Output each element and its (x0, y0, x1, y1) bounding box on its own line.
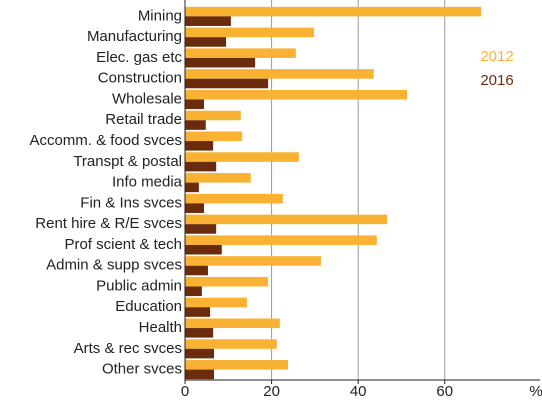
y-tick-label: Manufacturing (87, 28, 182, 45)
bar (185, 256, 321, 266)
y-tick-label: Accomm. & food svces (29, 132, 182, 149)
bar (185, 6, 482, 17)
bar (185, 152, 299, 162)
bar (185, 69, 374, 79)
y-tick-label: Transpt & postal (73, 153, 182, 170)
y-tick-label: Retail trade (105, 111, 182, 128)
bar (185, 369, 215, 380)
x-unit: % (529, 383, 542, 400)
bar (185, 182, 199, 193)
legend-label: 2016 (480, 72, 513, 89)
y-tick-label: Public admin (96, 277, 182, 294)
bar (185, 131, 243, 142)
bar (185, 265, 208, 276)
bar (185, 328, 214, 338)
bar (185, 193, 283, 204)
bar (185, 244, 222, 255)
x-tick-label: 60 (436, 383, 453, 400)
y-tick-label: Construction (98, 70, 182, 87)
y-tick-label: Other svces (102, 361, 182, 378)
x-tick-label: 0 (181, 383, 189, 400)
y-tick-label: Rent hire & R/E svces (35, 215, 182, 232)
legend-label: 2012 (480, 48, 513, 65)
x-tick-label: 20 (263, 383, 280, 400)
bar (185, 99, 205, 110)
y-tick-label: Fin & Ins svces (80, 194, 182, 211)
bar (185, 89, 408, 100)
bar (185, 120, 206, 130)
y-tick-label: Admin & supp svces (46, 257, 182, 274)
y-tick-label: Health (139, 319, 182, 336)
bar (185, 276, 269, 287)
bar (185, 297, 247, 308)
bar (185, 235, 377, 245)
bar (185, 307, 211, 317)
bar (185, 318, 280, 329)
bar (185, 203, 205, 213)
bar (185, 286, 202, 297)
y-tick-label: Education (115, 298, 182, 315)
bar (185, 224, 217, 234)
bar (185, 57, 256, 68)
y-tick-label: Arts & rec svces (74, 340, 182, 357)
bar (185, 27, 315, 38)
bar (185, 173, 251, 183)
bar (185, 348, 215, 359)
y-tick-label: Mining (138, 7, 182, 24)
y-tick-label: Prof scient & tech (64, 236, 182, 253)
bar (185, 214, 388, 225)
y-tick-label: Wholesale (112, 90, 182, 107)
bar (185, 48, 296, 58)
bar (185, 339, 277, 349)
bar (185, 141, 214, 151)
bar (185, 161, 217, 172)
y-tick-label: Elec. gas etc (96, 49, 182, 66)
bar (185, 110, 241, 121)
bar (185, 37, 227, 47)
x-tick-label: 40 (350, 383, 367, 400)
y-tick-label: Info media (112, 174, 183, 191)
bar (185, 16, 231, 26)
bar (185, 360, 289, 370)
bar (185, 78, 269, 89)
